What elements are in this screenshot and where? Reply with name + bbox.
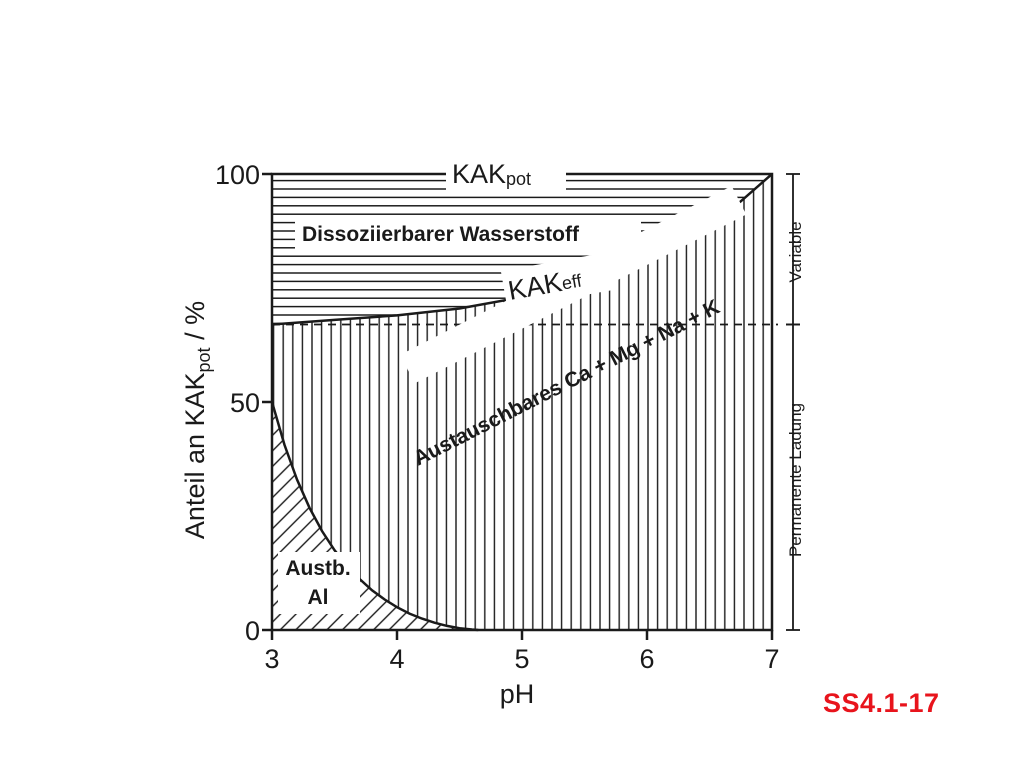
hydrogen-label-bg <box>295 216 641 250</box>
variable-label: Variable <box>786 221 805 282</box>
y-tick-label: 0 <box>245 616 260 646</box>
al-label-line2: Al <box>308 586 329 609</box>
y-tick-label: 100 <box>215 160 260 190</box>
x-tick-label: 7 <box>764 644 779 674</box>
x-tick-label: 5 <box>514 644 529 674</box>
side-annotations <box>786 173 800 631</box>
slide-code: SS4.1-17 <box>823 688 940 718</box>
al-label-line1: Austb. <box>285 557 350 580</box>
x-axis-label: pH <box>500 679 535 709</box>
kak-pot-label-bg <box>446 150 566 192</box>
y-axis-label-main: Anteil an KAK <box>180 372 210 539</box>
permanente-ladung-label: Permanente Ladung <box>786 403 805 557</box>
x-tick-label: 3 <box>264 644 279 674</box>
y-axis-ticks: 0 50 100 <box>215 160 272 646</box>
x-tick-label: 6 <box>639 644 654 674</box>
aluminium-curve <box>270 401 479 632</box>
kak-pot-label-main: KAK <box>452 159 506 189</box>
hydrogen-label: Dissoziierbarer Wasserstoff <box>302 223 580 246</box>
kak-pot-label-sub: pot <box>506 169 531 189</box>
y-axis-label-sub: pot <box>194 347 214 372</box>
al-label-bg <box>278 552 360 614</box>
y-tick-label: 50 <box>230 388 260 418</box>
x-axis-ticks: 3 4 5 6 7 <box>264 630 780 674</box>
exchangeable-cations-area <box>272 174 772 630</box>
kak-eff-label-sub: eff <box>560 270 584 293</box>
kak-pot-label: KAKpot <box>452 159 531 189</box>
x-tick-label: 4 <box>389 644 404 674</box>
kak-eff-label-bg <box>500 252 614 309</box>
y-axis-label-unit: / % <box>180 301 210 348</box>
y-axis-label: Anteil an KAKpot / % <box>180 301 214 539</box>
